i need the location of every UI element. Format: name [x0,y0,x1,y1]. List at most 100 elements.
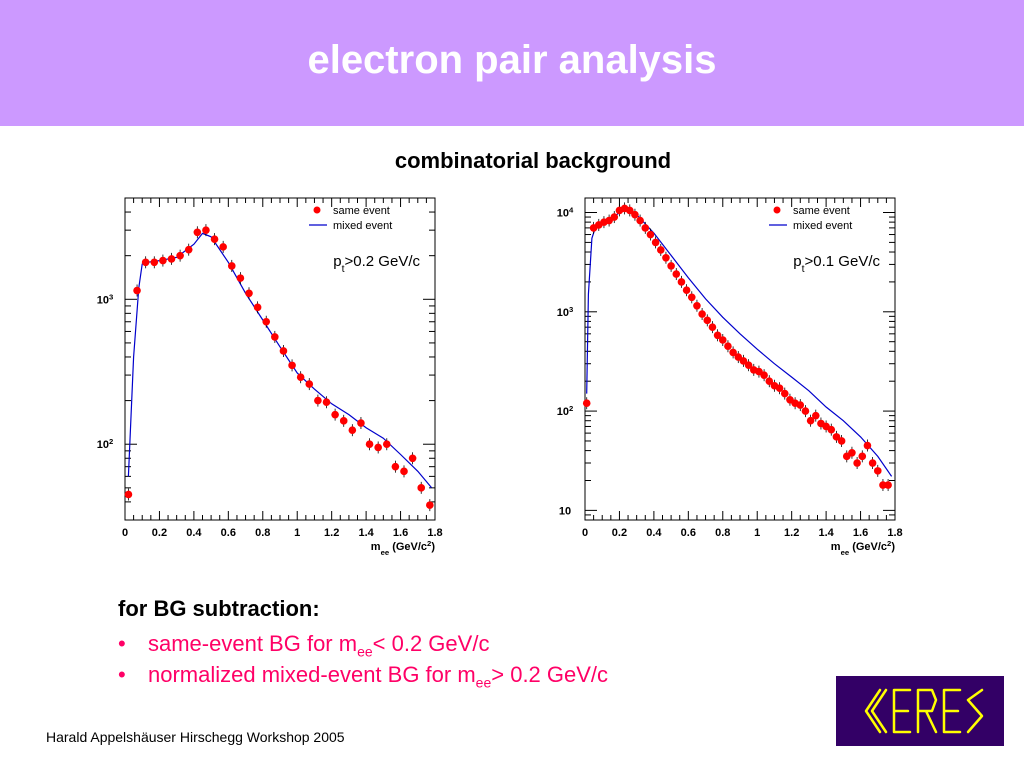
same-event-point [641,224,650,232]
same-event-point [331,410,339,419]
same-event-point [811,411,820,420]
same-event-point [806,416,815,425]
y-tick-label-part: 10 [557,208,569,220]
same-event-point [677,278,686,286]
same-event-point [703,316,712,325]
bullet-text: same-event BG for m [148,631,358,656]
y-tick-label-part: 4 [569,205,574,214]
y-tick-label-part: 10 [97,294,109,306]
bullet-text-end: > 0.2 GeV/c [491,662,609,687]
same-event-point [150,258,159,267]
same-event-point [348,426,357,434]
same-event-point [253,303,262,312]
same-event-point [426,501,434,509]
same-event-point [288,361,296,370]
y-tick-label-part: 2 [109,437,113,446]
x-axis-label: mee (GeV/c2) [831,539,896,557]
x-tick-label: 0.2 [152,527,167,539]
y-tick-label-part: 3 [569,304,573,313]
same-event-point [832,433,841,441]
x-axis-label: mee (GeV/c2) [371,539,436,557]
x-tick-label: 1.6 [853,527,868,539]
same-event-point [636,216,644,225]
x-tick-label: 1.8 [427,527,442,539]
same-event-point [863,441,872,450]
x-tick-label: 1.6 [393,527,408,539]
bullet-text: normalized mixed-event BG for m [148,662,476,687]
same-event-point [296,373,305,382]
ceres-logo [836,676,1004,746]
same-event-point [279,347,288,355]
same-event-point [271,333,279,341]
x-axis-label-part: m [371,541,381,553]
same-event-point [656,246,665,254]
same-event-point [708,323,717,331]
x-axis-label-part: (GeV/c [849,541,887,553]
same-event-point [796,401,805,409]
y-tick-label: 10 [559,505,571,517]
same-event-point [713,331,722,340]
x-tick-label: 1 [294,527,300,539]
same-event-point [141,258,150,267]
same-event-point [124,490,133,499]
footer-text: Harald Appelshäuser Hirschegg Workshop 2… [46,729,345,745]
same-event-point [868,459,877,467]
same-event-point [582,399,591,408]
x-tick-label: 1.2 [324,527,339,539]
bullet-item: • normalized mixed-event BG for mee> 0.2 … [118,659,608,690]
x-tick-label: 1.8 [887,527,902,539]
x-tick-label: 0.4 [646,527,662,539]
x-tick-label: 1.4 [818,527,834,539]
same-event-point [718,336,727,344]
legend-marker-same-event [313,206,321,214]
same-event-point [646,230,655,239]
ceres-logo-icon [864,688,984,734]
cut-annotation-part: t [342,263,345,275]
same-event-point [827,425,836,434]
same-event-point [625,206,634,215]
x-axis-label-part: ee [381,548,390,557]
x-axis-label-part: m [831,541,841,553]
bg-subtraction-list: • same-event BG for mee< 0.2 GeV/c • norma… [118,628,608,690]
x-tick-label: 0 [582,527,588,539]
same-event-point [193,228,202,237]
cut-annotation-part: >0.1 GeV/c [805,253,881,270]
same-event-point [184,245,193,254]
bullet-subscript: ee [357,643,373,660]
same-event-point [357,419,365,427]
same-event-point [729,348,737,357]
slide-title: electron pair analysis [307,38,717,82]
same-event-point [245,289,253,298]
same-event-point [858,452,867,461]
x-tick-label: 1.2 [784,527,799,539]
y-tick-label: 102 [557,404,574,419]
cut-annotation: pt>0.1 GeV/c [793,253,880,275]
same-event-point [391,462,400,471]
bullet-item: • same-event BG for mee< 0.2 GeV/c [118,628,608,659]
x-tick-label: 0.6 [221,527,236,539]
title-bar [0,0,1024,126]
y-tick-label-part: 3 [109,292,113,301]
same-event-point [236,274,245,282]
same-event-point [227,262,236,270]
legend-label-mixed-event: mixed event [793,220,852,232]
cut-annotation-part: >0.2 GeV/c [345,253,421,270]
same-event-point [651,238,660,247]
same-event-point [339,417,348,425]
same-event-point [667,262,675,270]
bullet-text-end: < 0.2 GeV/c [372,631,490,656]
bg-subtraction-heading: for BG subtraction: [118,596,320,621]
same-event-point [374,443,382,452]
same-event-point [262,317,271,326]
same-event-point [672,270,681,278]
cut-annotation-part: p [333,253,341,270]
bullet-subscript: ee [475,674,492,691]
x-tick-label: 0.2 [612,527,627,539]
same-event-point [848,449,856,457]
same-event-point [610,213,619,221]
same-event-point [662,253,670,262]
same-event-point [760,371,768,379]
x-axis-label-part: ) [891,541,895,553]
same-event-point [305,380,314,388]
cut-annotation-part: p [793,253,801,270]
